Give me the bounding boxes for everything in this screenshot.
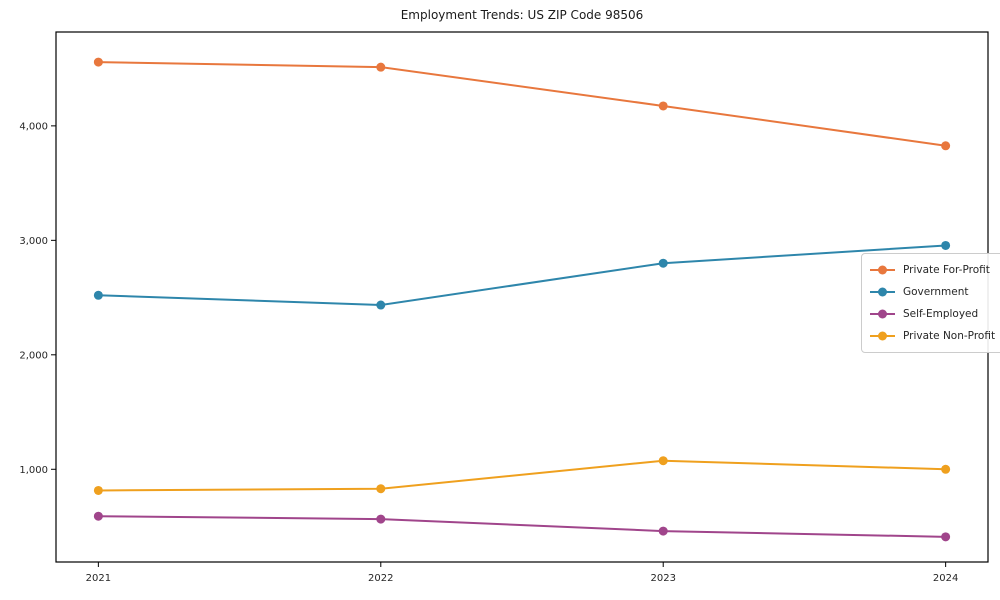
legend-item: Private For-Profit — [869, 259, 995, 281]
legend-item: Self-Employed — [869, 303, 995, 325]
data-point-marker — [941, 532, 951, 542]
data-point-marker — [93, 290, 103, 300]
y-tick-label: 1,000 — [19, 465, 48, 476]
data-point-marker — [658, 456, 668, 466]
data-point-marker — [376, 62, 386, 72]
x-tick-label: 2022 — [368, 573, 393, 584]
legend-item: Government — [869, 281, 995, 303]
legend: Private For-Profit Government Self-Employe… — [861, 253, 1000, 353]
data-point-marker — [658, 258, 668, 268]
y-tick-label: 2,000 — [19, 350, 48, 361]
legend-label: Self-Employed — [903, 308, 979, 320]
y-tick-label: 4,000 — [19, 121, 48, 132]
y-tick-label: 3,000 — [19, 236, 48, 247]
data-point-marker — [93, 485, 103, 495]
legend-line-marker-icon — [870, 331, 895, 341]
data-point-marker — [376, 514, 386, 524]
legend-label: Private For-Profit — [903, 264, 990, 276]
legend-label: Private Non-Profit — [903, 330, 996, 342]
series-line — [97, 515, 947, 538]
legend-item: Private Non-Profit — [869, 325, 995, 347]
x-tick-label: 2024 — [933, 573, 958, 584]
data-point-marker — [658, 526, 668, 536]
legend-line-marker-icon — [870, 265, 895, 275]
legend-line-marker-icon — [870, 309, 895, 319]
data-point-marker — [941, 141, 951, 151]
data-point-marker — [93, 511, 103, 521]
data-point-marker — [376, 300, 386, 310]
series-line — [97, 244, 947, 307]
data-point-marker — [658, 101, 668, 111]
legend-label: Government — [903, 286, 969, 298]
data-point-marker — [93, 57, 103, 67]
data-point-marker — [941, 240, 951, 250]
chart-title: Employment Trends: US ZIP Code 98506 — [400, 8, 644, 22]
series-line — [97, 459, 947, 492]
x-tick-label: 2021 — [86, 573, 111, 584]
series-line — [97, 61, 947, 147]
x-tick-label: 2023 — [650, 573, 675, 584]
data-point-marker — [941, 464, 951, 474]
plot-frame — [55, 31, 989, 563]
data-point-marker — [376, 484, 386, 494]
legend-line-marker-icon — [870, 287, 895, 297]
